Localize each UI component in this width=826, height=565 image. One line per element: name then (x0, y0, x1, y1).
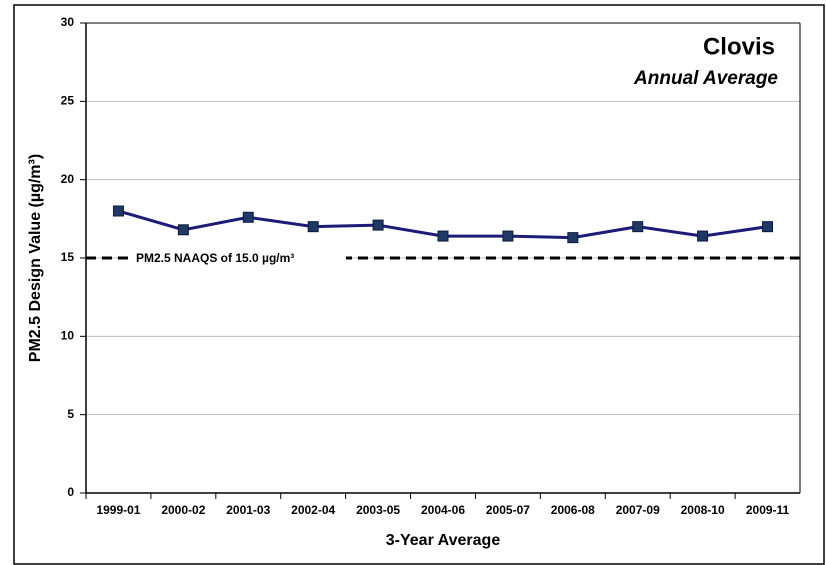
y-tick-label: 20 (61, 172, 75, 186)
x-tick-label: 2002-04 (291, 503, 335, 517)
x-tick-label: 2006-08 (551, 503, 595, 517)
y-tick-label: 5 (67, 407, 74, 421)
reference-label: PM2.5 NAAQS of 15.0 µg/m³ (136, 251, 294, 265)
data-point (177, 224, 189, 236)
x-tick-label: 2001-03 (226, 503, 270, 517)
data-point (242, 211, 254, 223)
x-tick-label: 2008-10 (681, 503, 725, 517)
data-point (632, 221, 644, 233)
x-axis-label: 3-Year Average (386, 532, 501, 549)
y-tick-label: 10 (61, 329, 75, 343)
chart-title: Clovis (703, 33, 775, 60)
y-axis-label: PM2.5 Design Value (µg/m³) (27, 154, 44, 362)
data-point (697, 230, 709, 242)
data-point (502, 230, 514, 242)
chart-frame (13, 4, 825, 565)
data-point (567, 232, 579, 244)
x-tick-label: 1999-01 (96, 503, 140, 517)
reference-label-bg (128, 249, 346, 267)
x-tick-label: 2000-02 (161, 503, 205, 517)
chart-subtitle: Annual Average (633, 68, 778, 89)
data-point (112, 205, 124, 217)
data-point (437, 230, 449, 242)
y-tick-label: 0 (67, 485, 74, 499)
x-tick-label: 2004-06 (421, 503, 465, 517)
data-point (372, 219, 384, 231)
x-tick-label: 2009-11 (746, 503, 790, 517)
y-tick-label: 15 (61, 250, 75, 264)
data-point (762, 221, 774, 233)
data-point (307, 221, 319, 233)
y-tick-label: 30 (61, 15, 75, 29)
x-tick-label: 2005-07 (486, 503, 530, 517)
x-tick-label: 2003-05 (356, 503, 400, 517)
x-tick-label: 2007-09 (616, 503, 660, 517)
y-tick-label: 25 (61, 94, 75, 108)
